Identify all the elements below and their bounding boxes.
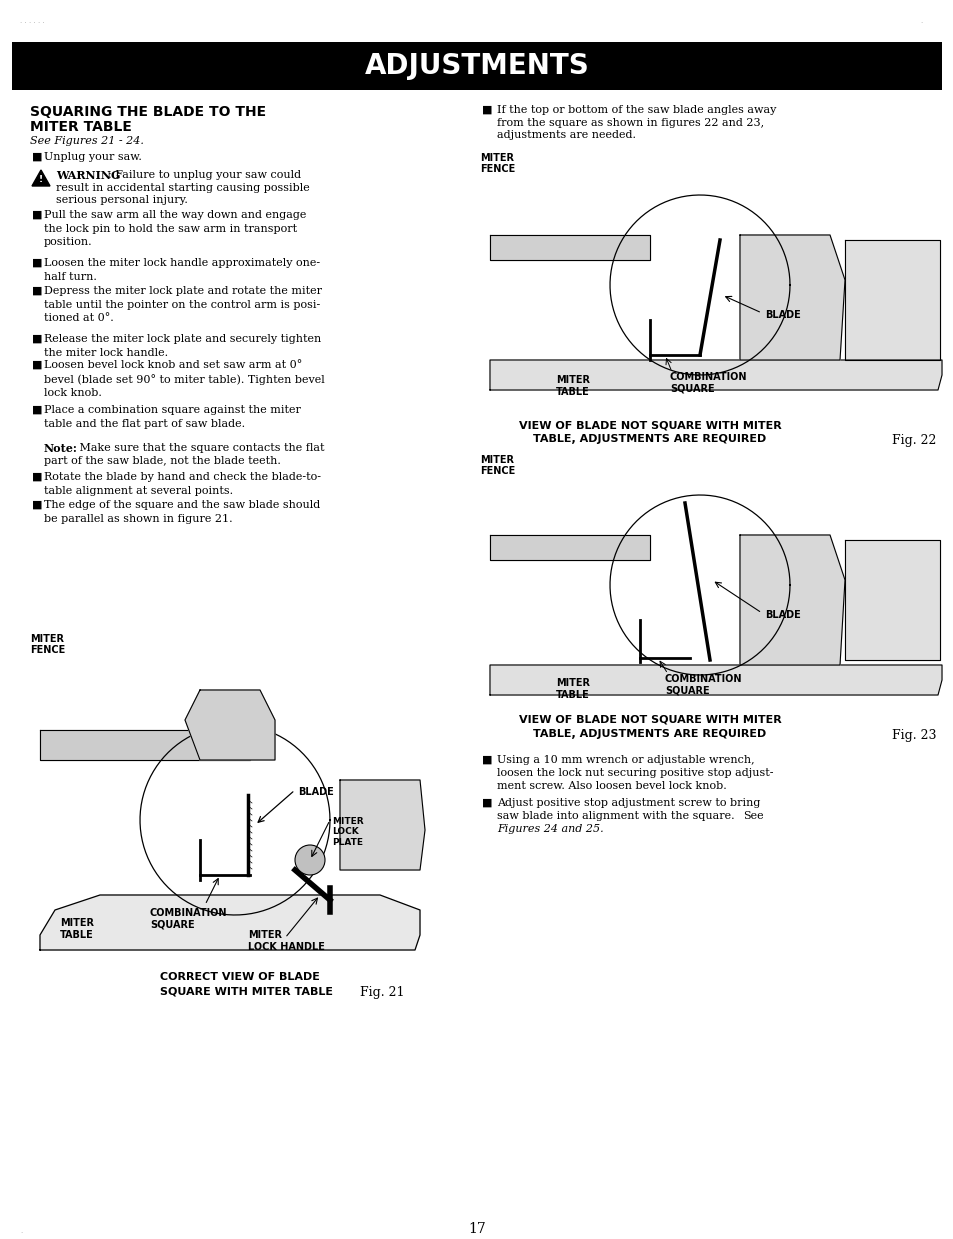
Text: 17: 17 (468, 1222, 485, 1237)
Text: Fig. 23: Fig. 23 (891, 729, 936, 742)
Text: Note:: Note: (44, 444, 78, 453)
Text: VIEW OF BLADE NOT SQUARE WITH MITER: VIEW OF BLADE NOT SQUARE WITH MITER (518, 715, 781, 725)
Text: ■: ■ (32, 361, 43, 370)
Text: TABLE, ADJUSTMENTS ARE REQUIRED: TABLE, ADJUSTMENTS ARE REQUIRED (533, 434, 766, 444)
Polygon shape (740, 535, 844, 665)
Text: See Figures 21 - 24.: See Figures 21 - 24. (30, 136, 144, 146)
Text: Figures 24 and 25.: Figures 24 and 25. (497, 824, 603, 834)
Text: !: ! (39, 176, 43, 185)
Text: COMBINATION
SQUARE: COMBINATION SQUARE (150, 908, 227, 929)
Text: ■: ■ (32, 501, 43, 510)
Text: serious personal injury.: serious personal injury. (56, 195, 188, 204)
Text: Fig. 21: Fig. 21 (359, 986, 404, 999)
Text: from the square as shown in figures 22 and 23,: from the square as shown in figures 22 a… (497, 118, 763, 128)
Text: ■: ■ (481, 755, 492, 764)
Polygon shape (185, 690, 274, 760)
Text: Fig. 22: Fig. 22 (891, 434, 936, 447)
Text: MITER
TABLE: MITER TABLE (556, 678, 589, 700)
Text: Depress the miter lock plate and rotate the miter
table until the pointer on the: Depress the miter lock plate and rotate … (44, 286, 322, 323)
Circle shape (294, 845, 325, 875)
Text: ment screw. Also loosen bevel lock knob.: ment screw. Also loosen bevel lock knob. (497, 781, 726, 790)
Polygon shape (740, 235, 844, 361)
Text: MITER
TABLE: MITER TABLE (556, 375, 589, 396)
Text: SQUARE WITH MITER TABLE: SQUARE WITH MITER TABLE (160, 986, 333, 996)
Text: ■: ■ (32, 405, 43, 415)
Polygon shape (339, 781, 424, 870)
Text: Loosen bevel lock knob and set saw arm at 0°
bevel (blade set 90° to miter table: Loosen bevel lock knob and set saw arm a… (44, 361, 324, 399)
Text: Make sure that the square contacts the flat: Make sure that the square contacts the f… (76, 444, 324, 453)
Polygon shape (490, 235, 649, 260)
Polygon shape (40, 730, 250, 760)
Text: MITER
LOCK
PLATE: MITER LOCK PLATE (332, 817, 363, 846)
Text: Rotate the blade by hand and check the blade-to-
table alignment at several poin: Rotate the blade by hand and check the b… (44, 472, 320, 496)
Text: : Failure to unplug your saw could: : Failure to unplug your saw could (108, 170, 301, 180)
Text: Release the miter lock plate and securely tighten
the miter lock handle.: Release the miter lock plate and securel… (44, 335, 321, 358)
Text: COMBINATION
SQUARE: COMBINATION SQUARE (669, 372, 747, 394)
Text: ■: ■ (32, 152, 43, 162)
Text: MITER
TABLE: MITER TABLE (60, 918, 94, 939)
Text: ■: ■ (32, 258, 43, 268)
Bar (12, 42, 941, 90)
Text: loosen the lock nut securing positive stop adjust-: loosen the lock nut securing positive st… (497, 768, 773, 778)
Text: ■: ■ (32, 335, 43, 344)
Text: MITER: MITER (30, 634, 64, 644)
Text: ·: · (20, 1230, 22, 1237)
Text: MITER
LOCK HANDLE: MITER LOCK HANDLE (248, 930, 325, 952)
Text: FENCE: FENCE (30, 646, 65, 655)
Text: FENCE: FENCE (479, 164, 515, 173)
Polygon shape (490, 665, 941, 695)
Text: COMBINATION
SQUARE: COMBINATION SQUARE (664, 674, 741, 695)
Text: result in accidental starting causing possible: result in accidental starting causing po… (56, 183, 310, 193)
Text: Loosen the miter lock handle approximately one-
half turn.: Loosen the miter lock handle approximate… (44, 258, 320, 281)
Text: saw blade into alignment with the square.: saw blade into alignment with the square… (497, 812, 738, 821)
Text: See: See (742, 812, 762, 821)
Text: ■: ■ (481, 105, 492, 115)
Text: WARNING: WARNING (56, 170, 120, 181)
Text: MITER: MITER (479, 455, 514, 465)
Text: Using a 10 mm wrench or adjustable wrench,: Using a 10 mm wrench or adjustable wrenc… (497, 755, 754, 764)
Text: Adjust positive stop adjustment screw to bring: Adjust positive stop adjustment screw to… (497, 798, 760, 808)
Text: MITER TABLE: MITER TABLE (30, 120, 132, 134)
Text: Pull the saw arm all the way down and engage
the lock pin to hold the saw arm in: Pull the saw arm all the way down and en… (44, 209, 306, 248)
Text: TABLE, ADJUSTMENTS ARE REQUIRED: TABLE, ADJUSTMENTS ARE REQUIRED (533, 729, 766, 738)
Text: adjustments are needed.: adjustments are needed. (497, 130, 636, 140)
Polygon shape (844, 240, 939, 361)
Text: · · · · · ·: · · · · · · (20, 20, 45, 26)
Text: ■: ■ (481, 798, 492, 808)
Polygon shape (490, 535, 649, 560)
Text: MITER: MITER (479, 152, 514, 164)
Polygon shape (32, 170, 50, 186)
Text: ■: ■ (32, 472, 43, 482)
Text: ■: ■ (32, 209, 43, 221)
Text: Place a combination square against the miter
table and the flat part of saw blad: Place a combination square against the m… (44, 405, 300, 429)
Text: VIEW OF BLADE NOT SQUARE WITH MITER: VIEW OF BLADE NOT SQUARE WITH MITER (518, 420, 781, 430)
Text: The edge of the square and the saw blade should
be parallel as shown in figure 2: The edge of the square and the saw blade… (44, 501, 320, 524)
Text: part of the saw blade, not the blade teeth.: part of the saw blade, not the blade tee… (44, 456, 280, 466)
Text: BLADE: BLADE (764, 310, 800, 320)
Text: Unplug your saw.: Unplug your saw. (44, 152, 142, 162)
Text: ■: ■ (32, 286, 43, 296)
Polygon shape (490, 361, 941, 390)
Text: ·: · (919, 20, 922, 26)
Text: BLADE: BLADE (764, 610, 800, 620)
Text: SQUARING THE BLADE TO THE: SQUARING THE BLADE TO THE (30, 105, 266, 119)
Text: If the top or bottom of the saw blade angles away: If the top or bottom of the saw blade an… (497, 105, 776, 115)
Polygon shape (844, 540, 939, 660)
Text: CORRECT VIEW OF BLADE: CORRECT VIEW OF BLADE (160, 973, 319, 983)
Polygon shape (40, 895, 419, 950)
Text: BLADE: BLADE (297, 787, 334, 797)
Text: FENCE: FENCE (479, 466, 515, 476)
Text: ADJUSTMENTS: ADJUSTMENTS (364, 52, 589, 81)
